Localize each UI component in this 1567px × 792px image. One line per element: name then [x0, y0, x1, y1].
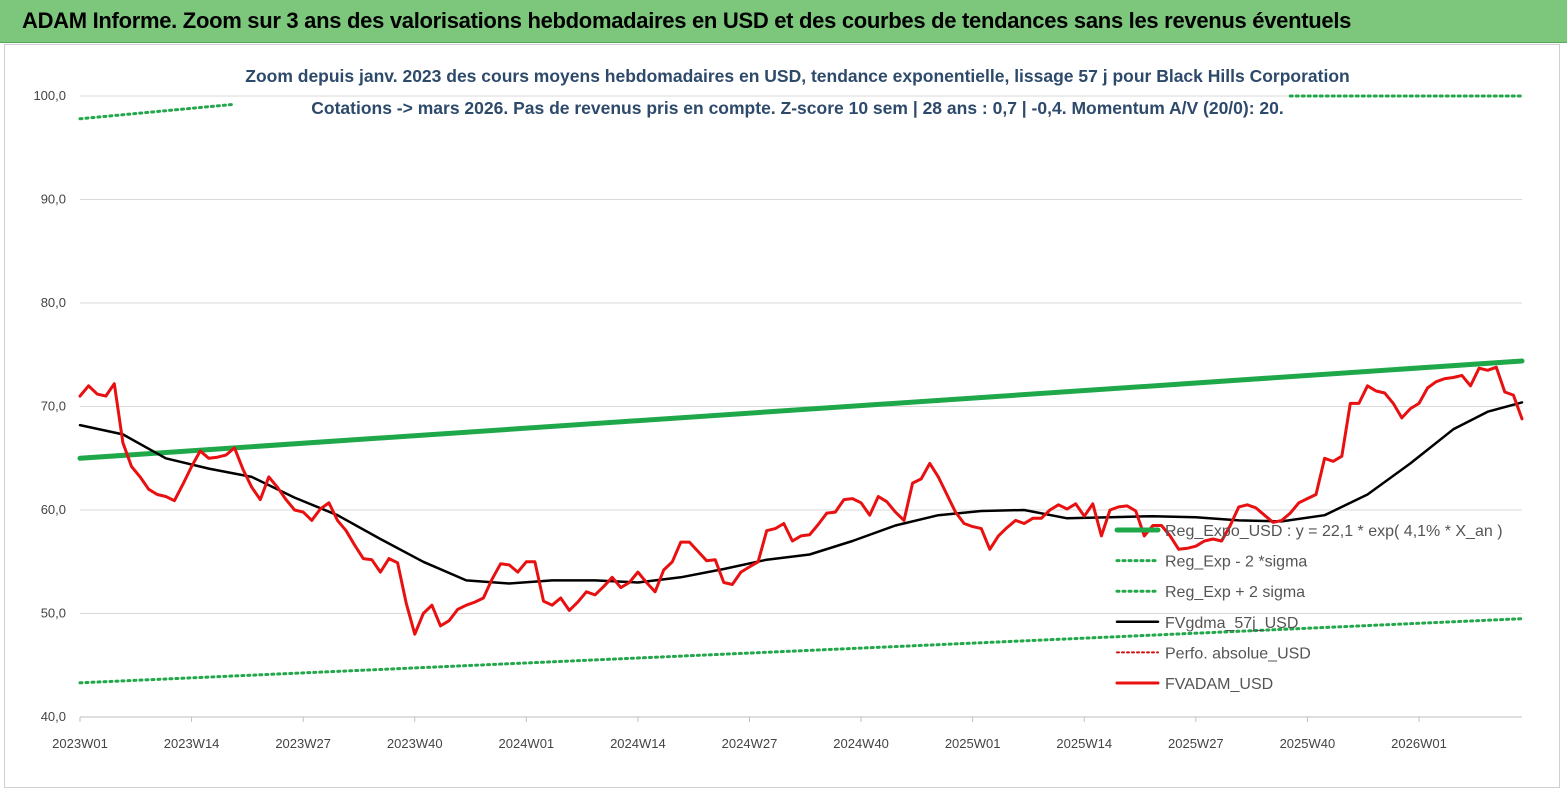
x-tick-label: 2025W27: [1168, 736, 1224, 751]
x-tick-label: 2024W01: [499, 736, 555, 751]
y-tick-label: 50,0: [41, 606, 66, 621]
x-tick-label: 2023W01: [52, 736, 108, 751]
grid: [80, 95, 1522, 718]
series-line-0: [77, 358, 1525, 461]
series-line-1: [78, 617, 1524, 685]
x-tick-label: 2024W14: [610, 736, 666, 751]
chart-title: Zoom depuis janv. 2023 des cours moyens …: [245, 66, 1350, 86]
legend-label: FVADAM_USD: [1165, 676, 1273, 693]
y-tick-label: 100,0: [33, 88, 66, 103]
legend-label: Perfo. absolue_USD: [1165, 645, 1311, 662]
x-tick-label: 2023W14: [164, 736, 220, 751]
y-tick-label: 70,0: [41, 399, 66, 414]
x-tick-label: 2024W40: [833, 736, 889, 751]
legend-label: Reg_Exp - 2 *sigma: [1165, 554, 1307, 571]
y-tick-label: 40,0: [41, 709, 66, 724]
legend: Reg_Expo_USD : y = 22,1 * exp( 4,1% * X_…: [1114, 523, 1503, 693]
legend-label: Reg_Exp + 2 sigma: [1165, 584, 1305, 601]
x-tick-label: 2025W14: [1056, 736, 1112, 751]
header-title: ADAM Informe. Zoom sur 3 ans des valoris…: [22, 8, 1352, 33]
chart-subtitle: Cotations -> mars 2026. Pas de revenus p…: [311, 98, 1284, 118]
legend-label: FVgdma_57j_USD: [1165, 615, 1298, 632]
y-tick-label: 90,0: [41, 192, 66, 207]
x-tick-label: 2023W27: [275, 736, 331, 751]
y-tick-label: 80,0: [41, 295, 66, 310]
series-upper-band-segment: [78, 102, 236, 121]
x-tick-label: 2025W40: [1280, 736, 1336, 751]
x-tick-label: 2024W27: [722, 736, 778, 751]
y-tick-label: 60,0: [41, 502, 66, 517]
series-line-3: [78, 401, 1524, 585]
legend-label: Reg_Expo_USD : y = 22,1 * exp( 4,1% * X_…: [1165, 523, 1503, 540]
header-bar: ADAM Informe. Zoom sur 3 ans des valoris…: [0, 0, 1567, 43]
x-tick-label: 2025W01: [945, 736, 1001, 751]
y-axis: 40,0 50,0 60,0 70,0 80,0 90,0 100,0: [33, 88, 66, 724]
x-tick-label: 2023W40: [387, 736, 443, 751]
chart-frame: [4, 44, 1560, 788]
series-line-5: [78, 365, 1524, 636]
series-layer: [77, 94, 1525, 685]
x-axis: 2023W01 2023W14 2023W27 2023W40 2024W01 2024W…: [52, 716, 1522, 751]
x-tick-label: 2026W01: [1391, 736, 1447, 751]
